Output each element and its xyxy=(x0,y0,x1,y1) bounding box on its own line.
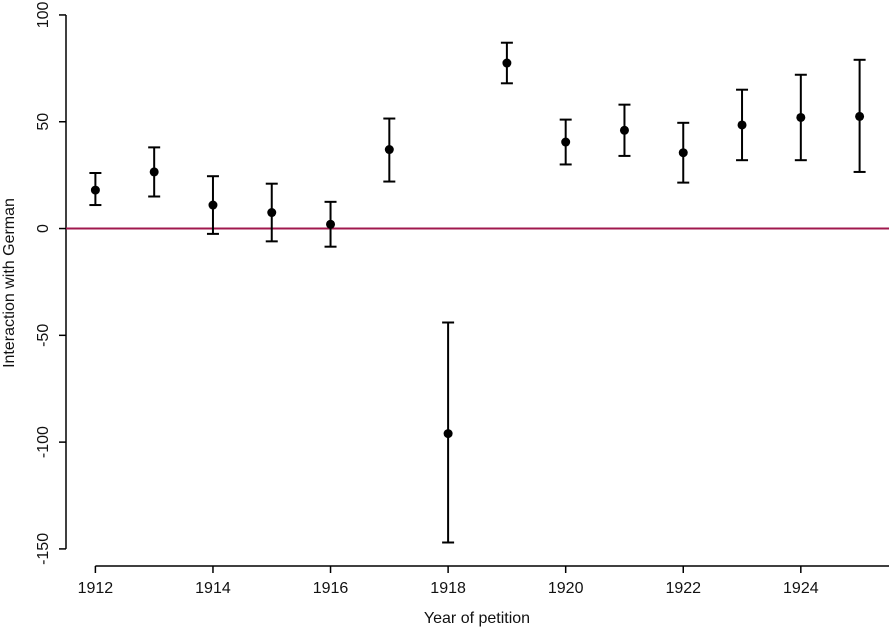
point xyxy=(384,145,394,155)
x-tick-label: 1924 xyxy=(783,580,819,597)
x-tick-label: 1920 xyxy=(548,580,584,597)
point xyxy=(90,185,100,195)
x-tick-label: 1914 xyxy=(195,580,231,597)
x-tick-label: 1918 xyxy=(430,580,466,597)
x-axis-label: Year of petition xyxy=(424,610,530,627)
x-tick-label: 1912 xyxy=(78,580,114,597)
x-tick-label: 1922 xyxy=(665,580,701,597)
y-tick-label: -100 xyxy=(35,426,52,458)
point xyxy=(796,112,806,122)
point xyxy=(149,167,159,177)
y-tick-label: 100 xyxy=(35,2,52,29)
point xyxy=(326,219,336,229)
point xyxy=(737,120,747,130)
x-tick-label: 1916 xyxy=(313,580,349,597)
y-tick-label: 0 xyxy=(35,224,52,233)
point xyxy=(502,58,512,68)
y-tick-label: 50 xyxy=(35,113,52,131)
point xyxy=(678,148,688,158)
point xyxy=(443,429,453,439)
y-tick-label: -150 xyxy=(35,533,52,565)
point xyxy=(208,200,218,210)
y-tick-label: -50 xyxy=(35,324,52,347)
point xyxy=(267,208,277,218)
point xyxy=(855,111,865,121)
point xyxy=(561,137,571,147)
point xyxy=(619,125,629,135)
y-axis-label: Interaction with German xyxy=(1,198,18,368)
